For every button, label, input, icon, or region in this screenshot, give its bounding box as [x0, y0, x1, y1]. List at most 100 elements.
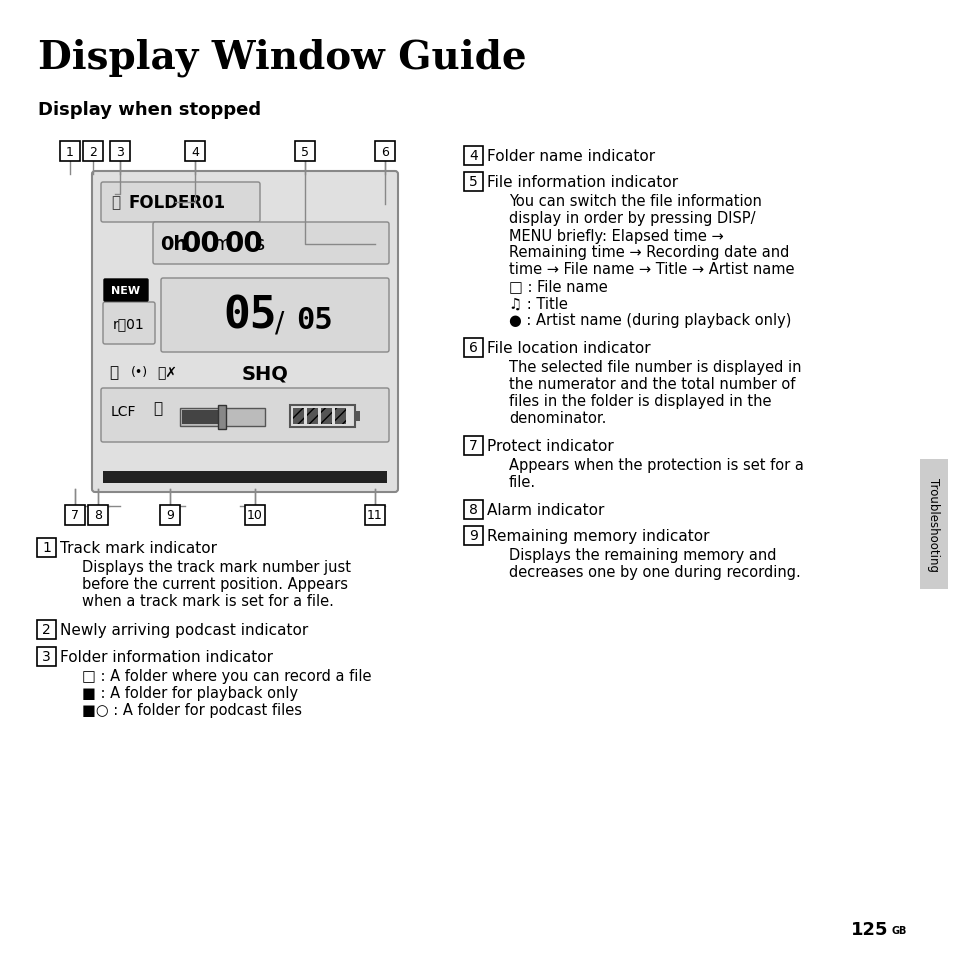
Text: Display when stopped: Display when stopped: [38, 101, 261, 119]
Text: Troubleshooting: Troubleshooting: [926, 477, 940, 572]
FancyBboxPatch shape: [101, 389, 389, 442]
FancyBboxPatch shape: [37, 647, 56, 666]
Text: the numerator and the total number of: the numerator and the total number of: [509, 377, 795, 392]
Text: 1: 1: [42, 541, 51, 555]
FancyBboxPatch shape: [83, 142, 103, 162]
Text: Remaining memory indicator: Remaining memory indicator: [486, 529, 709, 543]
Bar: [355, 412, 359, 421]
Text: Display Window Guide: Display Window Guide: [38, 39, 526, 77]
Text: ⬜: ⬜: [111, 195, 120, 211]
Text: 10: 10: [247, 509, 263, 522]
Text: 5: 5: [469, 175, 477, 190]
FancyBboxPatch shape: [463, 526, 482, 545]
Text: 3: 3: [42, 650, 51, 664]
Text: 8: 8: [469, 503, 477, 517]
Bar: [307, 409, 317, 424]
Text: 7: 7: [469, 439, 477, 453]
Text: 05: 05: [296, 306, 333, 335]
Bar: [919, 459, 947, 589]
Text: ● : Artist name (during playback only): ● : Artist name (during playback only): [509, 314, 791, 328]
FancyBboxPatch shape: [37, 538, 56, 558]
Text: MENU briefly: Elapsed time →: MENU briefly: Elapsed time →: [509, 229, 723, 243]
Text: Folder name indicator: Folder name indicator: [486, 149, 655, 164]
Bar: [180, 409, 265, 427]
FancyBboxPatch shape: [104, 280, 148, 302]
FancyBboxPatch shape: [91, 172, 397, 493]
FancyBboxPatch shape: [365, 505, 385, 525]
FancyBboxPatch shape: [463, 338, 482, 357]
Text: Folder information indicator: Folder information indicator: [60, 649, 273, 664]
Text: 7: 7: [71, 509, 79, 522]
Text: decreases one by one during recording.: decreases one by one during recording.: [509, 565, 800, 579]
FancyBboxPatch shape: [463, 436, 482, 456]
Text: 5: 5: [301, 146, 309, 158]
FancyBboxPatch shape: [103, 303, 154, 345]
Text: 4: 4: [469, 150, 477, 163]
FancyBboxPatch shape: [60, 142, 80, 162]
Text: Newly arriving podcast indicator: Newly arriving podcast indicator: [60, 622, 308, 638]
FancyBboxPatch shape: [463, 500, 482, 519]
Text: NEW: NEW: [112, 286, 140, 295]
Text: 0h: 0h: [160, 234, 187, 253]
FancyBboxPatch shape: [37, 620, 56, 639]
FancyBboxPatch shape: [161, 278, 389, 353]
FancyBboxPatch shape: [110, 142, 130, 162]
Text: 3: 3: [116, 146, 124, 158]
Text: File location indicator: File location indicator: [486, 340, 650, 355]
Text: File information indicator: File information indicator: [486, 174, 678, 190]
Text: Protect indicator: Protect indicator: [486, 438, 613, 454]
Text: ■○ : A folder for podcast files: ■○ : A folder for podcast files: [82, 702, 302, 718]
Text: files in the folder is displayed in the: files in the folder is displayed in the: [509, 395, 771, 409]
Text: The selected file number is displayed in: The selected file number is displayed in: [509, 360, 801, 375]
Text: r⬜01: r⬜01: [113, 316, 145, 331]
FancyBboxPatch shape: [160, 505, 180, 525]
Text: 2: 2: [42, 623, 51, 637]
FancyBboxPatch shape: [375, 142, 395, 162]
FancyBboxPatch shape: [101, 183, 260, 223]
Text: when a track mark is set for a file.: when a track mark is set for a file.: [82, 594, 334, 609]
Text: 00: 00: [225, 230, 263, 257]
Text: 6: 6: [380, 146, 389, 158]
Bar: [218, 406, 226, 430]
Text: ■ : A folder for playback only: ■ : A folder for playback only: [82, 686, 297, 700]
Text: 8: 8: [94, 509, 102, 522]
Text: ♫ : Title: ♫ : Title: [509, 296, 567, 312]
Text: 05: 05: [223, 294, 276, 337]
Bar: [103, 472, 387, 483]
Text: □ : File name: □ : File name: [509, 279, 607, 294]
Text: FOLDER01: FOLDER01: [129, 193, 226, 212]
Text: s: s: [254, 234, 265, 253]
Text: GB: GB: [891, 925, 906, 935]
Text: 1: 1: [66, 146, 74, 158]
FancyBboxPatch shape: [245, 505, 265, 525]
FancyBboxPatch shape: [463, 172, 482, 192]
Text: Remaining time → Recording date and: Remaining time → Recording date and: [509, 245, 788, 260]
Bar: [335, 409, 346, 424]
Text: Displays the track mark number just: Displays the track mark number just: [82, 560, 351, 575]
Text: time → File name → Title → Artist name: time → File name → Title → Artist name: [509, 262, 794, 277]
Text: 4: 4: [191, 146, 199, 158]
FancyBboxPatch shape: [65, 505, 85, 525]
Text: 👤✗: 👤✗: [157, 366, 177, 379]
Text: Displays the remaining memory and: Displays the remaining memory and: [509, 548, 776, 563]
Text: Track mark indicator: Track mark indicator: [60, 540, 216, 556]
Text: before the current position. Appears: before the current position. Appears: [82, 577, 348, 592]
FancyBboxPatch shape: [294, 142, 314, 162]
Text: 6: 6: [469, 341, 477, 355]
FancyBboxPatch shape: [463, 147, 482, 166]
Text: (•): (•): [131, 366, 148, 379]
Text: 2: 2: [89, 146, 97, 158]
FancyBboxPatch shape: [88, 505, 108, 525]
FancyBboxPatch shape: [152, 223, 389, 265]
Text: □ : A folder where you can record a file: □ : A folder where you can record a file: [82, 669, 371, 684]
Text: denominator.: denominator.: [509, 411, 606, 426]
Text: 🔒: 🔒: [109, 365, 118, 380]
Text: /: /: [275, 310, 284, 337]
Bar: [293, 409, 304, 424]
Text: LCF: LCF: [111, 405, 136, 418]
Text: 125: 125: [850, 920, 887, 938]
Text: You can switch the file information: You can switch the file information: [509, 194, 761, 210]
FancyBboxPatch shape: [185, 142, 205, 162]
Bar: [320, 409, 332, 424]
Text: 11: 11: [367, 509, 382, 522]
